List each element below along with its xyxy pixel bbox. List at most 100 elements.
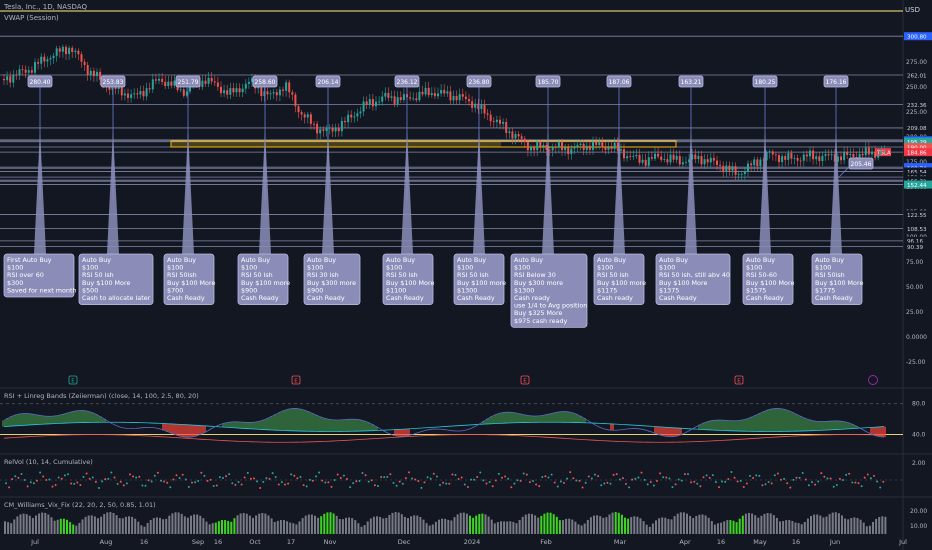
vix-bar — [636, 516, 639, 534]
vix-bar — [363, 525, 366, 534]
relvol-dot — [355, 480, 358, 483]
relvol-dot — [191, 481, 193, 484]
relvol-dot — [652, 484, 655, 487]
price-level-label-bg — [904, 148, 932, 157]
candle-body — [604, 147, 607, 150]
relvol-dot — [122, 484, 125, 487]
currency-label[interactable]: USD — [905, 6, 920, 14]
callout-line: Buy $100 More — [82, 279, 130, 287]
candle-body — [331, 127, 334, 132]
candle-body — [356, 113, 359, 117]
vix-bar — [382, 518, 385, 534]
candle-body — [235, 88, 238, 93]
vix-bar — [292, 523, 295, 534]
callout-line: Buy $100 More — [746, 279, 794, 287]
relvol-dot — [311, 479, 314, 482]
callout-price-label: 258.60 — [255, 79, 276, 86]
relvol-dot — [789, 486, 792, 489]
vix-bar — [124, 516, 127, 534]
relvol-dot — [364, 474, 367, 477]
vix-bar — [822, 517, 825, 534]
candle-body — [765, 152, 768, 161]
candle-body — [123, 93, 126, 96]
vix-bar — [394, 512, 397, 534]
vix-bar — [689, 515, 692, 534]
vix-bar — [828, 514, 831, 534]
price-level-label: 209.08 — [907, 126, 927, 132]
candle-body — [229, 88, 232, 95]
relvol-dot — [259, 486, 262, 489]
relvol-dot — [814, 483, 817, 486]
vix-bar — [385, 517, 388, 534]
candle-body — [492, 121, 495, 123]
candle-body — [867, 147, 870, 155]
callout-price-label: 205.46 — [851, 161, 872, 168]
candle-body — [697, 156, 700, 160]
relvol-dot — [823, 475, 826, 478]
vix-bar — [540, 515, 543, 534]
relvol-dot — [370, 479, 373, 482]
relvol-dot — [600, 484, 603, 487]
relvol-dot — [45, 479, 48, 482]
relvol-dot — [584, 481, 587, 484]
relvol-dot — [643, 478, 646, 481]
relvol-dot — [32, 482, 35, 485]
relvol-dot — [631, 478, 634, 481]
relvol-dot — [854, 481, 857, 484]
vix-bar — [865, 526, 868, 534]
relvol-dot — [321, 479, 324, 482]
rsi-basis-line — [3, 421, 885, 432]
vix-bar — [177, 512, 180, 534]
candle-body — [821, 155, 824, 161]
relvol-dot — [749, 474, 751, 477]
price-level-label-bg — [904, 242, 932, 251]
relvol-dot — [820, 472, 823, 475]
vix-bar — [881, 516, 884, 534]
relvol-dot — [594, 473, 596, 476]
relvol-dot — [119, 480, 122, 483]
relvol-dot — [330, 485, 333, 488]
callout-line: RSI 50ish — [167, 271, 197, 279]
vix-bar — [66, 519, 68, 534]
relvol-dot — [702, 476, 705, 479]
relvol-dot — [677, 478, 680, 481]
vix-bar — [658, 518, 661, 534]
callout-price-label: 176.16 — [826, 79, 847, 86]
relvol-dot — [107, 477, 110, 480]
vix-bar — [400, 514, 403, 534]
vix-bar — [267, 515, 270, 534]
vix-bar — [868, 525, 871, 534]
relvol-dot — [104, 478, 107, 481]
vix-bar — [611, 512, 614, 534]
candle-body — [139, 91, 142, 95]
x-axis-tick: Dec — [398, 538, 411, 546]
relvol-dot — [429, 477, 432, 480]
vix-bar — [190, 515, 192, 534]
candle-body — [127, 93, 129, 98]
vix-bar — [453, 517, 456, 534]
earnings-label: E — [523, 379, 527, 385]
vix-bar — [428, 525, 431, 534]
callout-line: RSI 50 ish — [241, 271, 273, 279]
relvol-dot — [293, 474, 296, 477]
callout-line: Auto Buy — [386, 256, 415, 264]
candle-body — [731, 166, 734, 171]
vix-bar — [72, 524, 75, 534]
callout-line: Cash Ready — [386, 294, 424, 302]
callout-line: Buy $300 more — [514, 279, 563, 287]
relvol-dot — [234, 483, 237, 486]
callout-line: $100 — [597, 264, 613, 272]
relvol-dot — [249, 477, 252, 480]
callout-box — [593, 253, 645, 305]
candle-body — [378, 101, 381, 103]
vix-bar — [310, 514, 313, 534]
relvol-dot — [773, 474, 776, 477]
candle-body — [337, 127, 340, 132]
relvol-dot — [463, 483, 466, 486]
vix-bar — [791, 520, 794, 534]
relvol-dot — [26, 485, 29, 488]
vix-bar — [357, 523, 360, 534]
candle-body — [759, 159, 762, 167]
candle-body — [567, 147, 570, 155]
